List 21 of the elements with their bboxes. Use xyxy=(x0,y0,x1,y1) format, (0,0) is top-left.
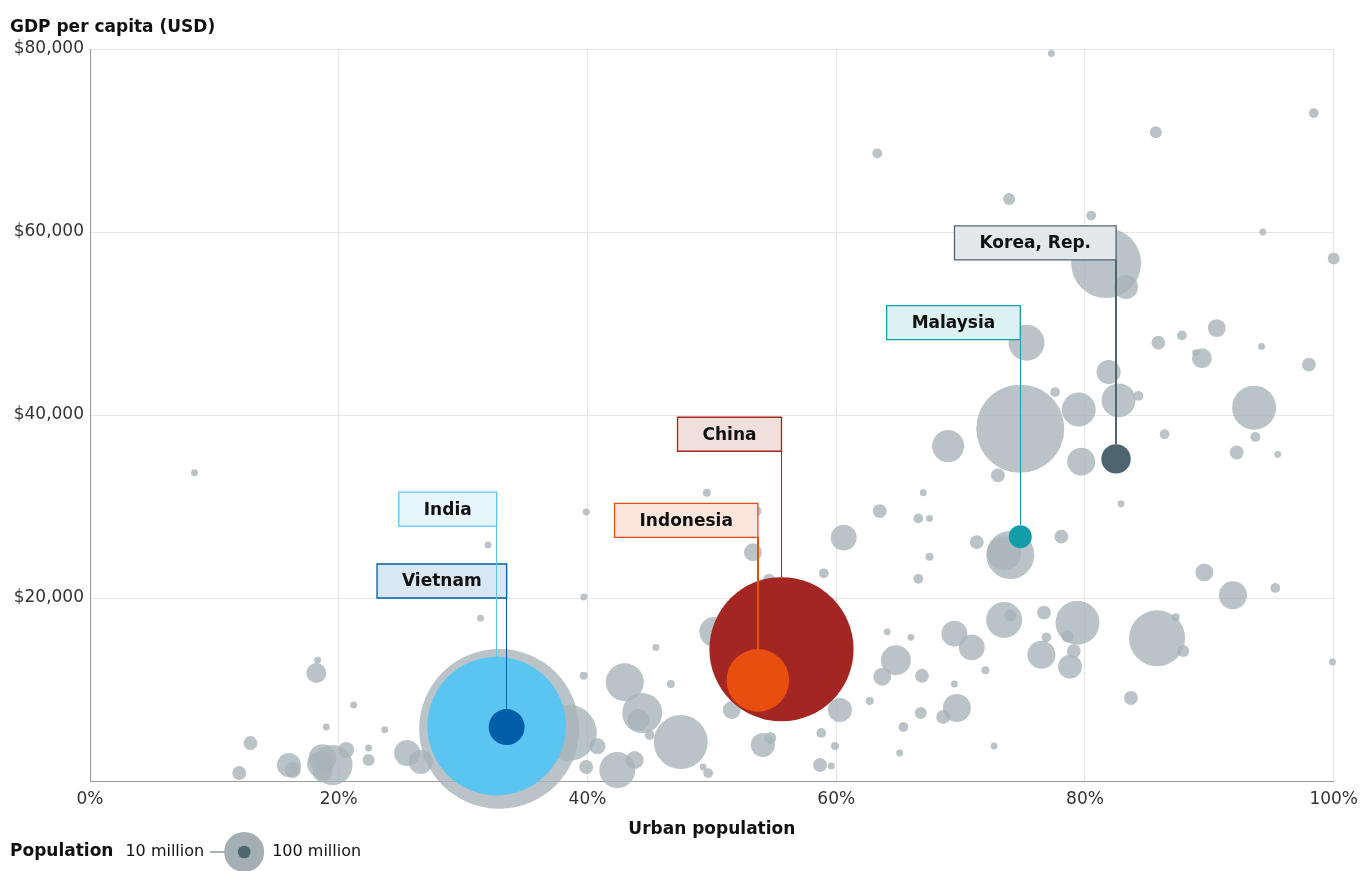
text: Malaysia xyxy=(911,312,996,333)
x-axis-title: Urban population xyxy=(628,818,796,838)
y-tick-label: $60,000 xyxy=(13,220,84,241)
legend-label: 10 million xyxy=(125,841,205,861)
legend-title: Population xyxy=(10,840,114,861)
x-tick-label: 100% xyxy=(1309,787,1358,808)
text: Korea, Rep. xyxy=(979,232,1092,253)
legend-label: 100 million xyxy=(272,841,362,861)
y-tick-label: $40,000 xyxy=(13,403,84,424)
text: Vietnam xyxy=(402,570,482,591)
x-tick-label: 0% xyxy=(76,787,104,808)
x-tick-label: 80% xyxy=(1066,787,1104,808)
text: Indonesia xyxy=(639,509,733,530)
x-tick-label: 20% xyxy=(319,787,358,808)
x-tick-label: 40% xyxy=(568,787,607,808)
text: India xyxy=(423,498,472,519)
y-tick-label: $80,000 xyxy=(13,37,84,58)
y-tick-label: $20,000 xyxy=(13,586,84,607)
x-tick-label: 60% xyxy=(817,787,856,808)
text: China xyxy=(702,423,757,444)
y-axis-title: GDP per capita (USD) xyxy=(10,16,216,36)
